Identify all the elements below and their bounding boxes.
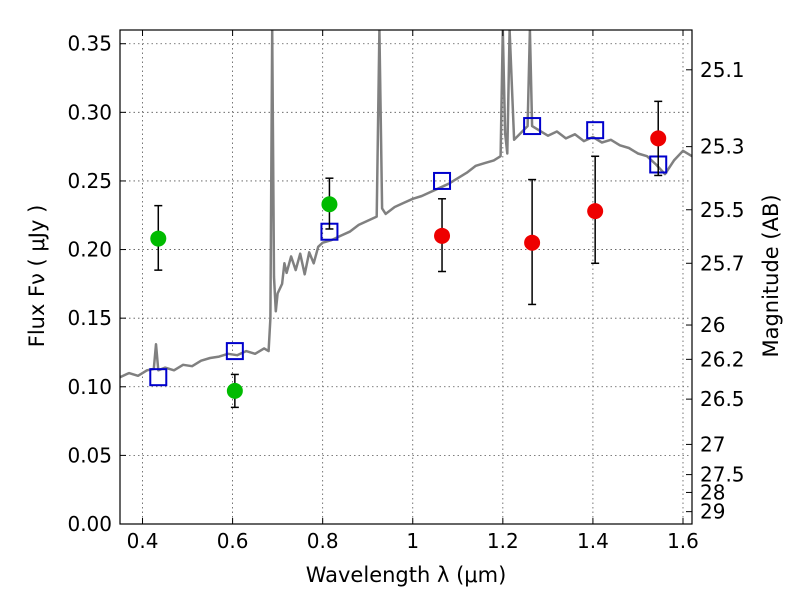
right-tick-label: 26	[700, 313, 725, 337]
observed-point	[150, 230, 167, 247]
ticks-layer: 0.4 0.6 0.8 1 1.2 1.4 1.6 0.00 0.05 0.10 0.15 0.20 0…	[67, 30, 745, 553]
right-tick-label: 27	[700, 432, 725, 456]
x-tick-label: 1.6	[667, 529, 699, 553]
observed-point	[321, 196, 338, 213]
grid	[120, 30, 692, 524]
right-tick-label: 25.1	[700, 58, 745, 82]
y-axis-right-label: Magnitude (AB)	[759, 194, 783, 357]
y-tick-label: 0.30	[67, 100, 112, 124]
right-tick-label: 25.5	[700, 198, 745, 222]
observed-point	[226, 382, 243, 399]
model-square-point	[586, 121, 605, 140]
observed-point	[524, 234, 541, 251]
x-tick-label: 0.6	[217, 529, 249, 553]
marks-layer	[149, 100, 668, 409]
model-square-point	[149, 368, 168, 387]
y-tick-label: 0.15	[67, 306, 112, 330]
observed-point	[650, 130, 667, 147]
model-square-point	[225, 342, 244, 361]
x-tick-label: 0.8	[307, 529, 339, 553]
spectrum-layer	[120, 30, 692, 379]
y-tick-label: 0.10	[67, 375, 112, 399]
y-tick-label: 0.35	[67, 32, 112, 56]
right-tick-label: 28	[700, 480, 725, 504]
plot-frame	[119, 29, 693, 525]
y-tick-label: 0.05	[67, 443, 112, 467]
right-tick-label: 25.3	[700, 135, 745, 159]
right-tick-label: 29	[700, 500, 725, 524]
x-tick-label: 0.4	[127, 529, 159, 553]
right-tick-label: 25.7	[700, 251, 745, 275]
x-tick-label: 1.2	[487, 529, 519, 553]
x-tick-label: 1	[406, 529, 419, 553]
model-square-point	[433, 171, 452, 190]
right-tick-label: 27.5	[700, 463, 745, 487]
model-square-point	[523, 117, 542, 136]
right-tick-label: 26.2	[700, 347, 745, 371]
y-tick-label: 0.00	[67, 512, 112, 536]
right-tick-label: 26.5	[700, 387, 745, 411]
spectrum-line	[120, 30, 692, 379]
y-tick-label: 0.25	[67, 169, 112, 193]
y-axis-label: Flux Fν ( μJy )	[25, 205, 49, 348]
observed-point	[587, 203, 604, 220]
x-tick-label: 1.4	[577, 529, 609, 553]
x-axis-label: Wavelength λ (μm)	[306, 563, 507, 587]
y-tick-label: 0.20	[67, 238, 112, 262]
observed-point	[434, 227, 451, 244]
